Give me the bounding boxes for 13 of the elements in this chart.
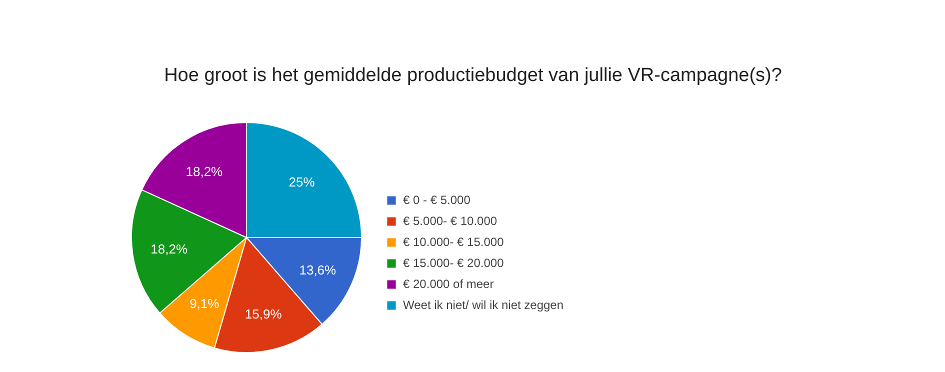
legend-label: € 15.000- € 20.000 [403,256,504,270]
data-label: 25% [288,174,316,190]
legend-label: Weet ik niet/ wil ik niet zeggen [403,298,564,312]
legend-label: € 10.000- € 15.000 [403,235,504,249]
legend-label: € 5.000- € 10.000 [403,214,498,228]
legend-label: € 20.000 of meer [403,277,494,291]
chart-title: Hoe groot is het gemiddelde productiebudget van jullie VR-campagne(s)? [164,65,782,86]
data-label: 9,1% [190,296,220,311]
data-label: 18,2% [150,241,188,256]
legend-label: € 0 - € 5.000 [403,193,470,207]
data-label: 13,6% [299,262,337,278]
data-label: 18,2% [186,164,224,180]
data-label: 15,9% [244,306,282,322]
